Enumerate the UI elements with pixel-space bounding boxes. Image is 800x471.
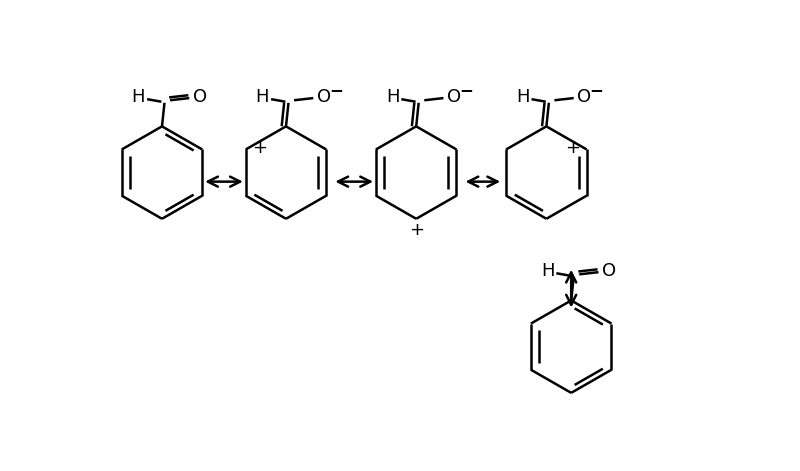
Text: −: − [330,81,343,99]
Text: O: O [193,88,207,106]
Text: O: O [602,262,616,280]
Text: O: O [317,88,331,106]
Text: H: H [386,89,399,106]
Text: H: H [256,89,269,106]
Text: H: H [541,262,554,280]
Text: H: H [516,89,530,106]
Text: −: − [590,81,603,99]
Text: +: + [409,220,424,239]
Text: +: + [566,138,581,157]
Text: H: H [132,89,145,106]
Text: +: + [252,138,267,157]
Text: −: − [459,81,474,99]
Text: O: O [447,88,461,106]
Text: O: O [577,88,591,106]
